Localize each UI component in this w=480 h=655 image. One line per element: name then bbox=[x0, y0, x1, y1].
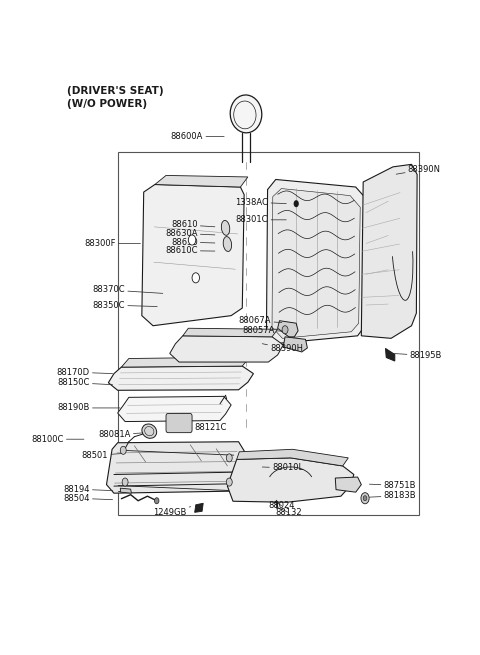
Ellipse shape bbox=[223, 236, 232, 252]
Text: 88190B: 88190B bbox=[58, 403, 120, 413]
Text: 88100C: 88100C bbox=[31, 435, 84, 443]
Text: 1338AC: 1338AC bbox=[236, 198, 286, 207]
Polygon shape bbox=[195, 503, 203, 512]
Polygon shape bbox=[266, 179, 367, 343]
Text: 88370C: 88370C bbox=[93, 286, 163, 295]
Text: 88501: 88501 bbox=[82, 451, 124, 460]
Ellipse shape bbox=[230, 95, 262, 133]
Text: 88300F: 88300F bbox=[84, 239, 141, 248]
Circle shape bbox=[361, 493, 369, 504]
Text: 88024: 88024 bbox=[268, 501, 295, 510]
Text: 88195B: 88195B bbox=[395, 351, 442, 360]
Circle shape bbox=[282, 326, 288, 334]
FancyBboxPatch shape bbox=[166, 413, 192, 433]
Text: 88067A: 88067A bbox=[239, 316, 282, 325]
Ellipse shape bbox=[142, 424, 156, 438]
Text: 88610C: 88610C bbox=[165, 246, 215, 255]
Text: 88504: 88504 bbox=[63, 494, 112, 503]
Text: 88600A: 88600A bbox=[171, 132, 224, 141]
Text: 88194: 88194 bbox=[63, 485, 112, 494]
Text: 88610: 88610 bbox=[171, 220, 215, 229]
Circle shape bbox=[192, 272, 200, 283]
Text: 88390H: 88390H bbox=[262, 344, 303, 354]
Text: 88301C: 88301C bbox=[236, 215, 286, 224]
Circle shape bbox=[188, 235, 196, 245]
Circle shape bbox=[294, 200, 299, 207]
Text: 88170D: 88170D bbox=[57, 367, 112, 377]
Circle shape bbox=[122, 478, 128, 486]
Text: 88390N: 88390N bbox=[396, 165, 441, 174]
Polygon shape bbox=[118, 396, 231, 422]
Polygon shape bbox=[335, 477, 361, 492]
Text: (DRIVER'S SEAT)
(W/O POWER): (DRIVER'S SEAT) (W/O POWER) bbox=[67, 86, 164, 109]
Text: 88081A: 88081A bbox=[98, 430, 146, 439]
Text: 88630A: 88630A bbox=[165, 229, 215, 238]
Circle shape bbox=[155, 498, 159, 504]
Polygon shape bbox=[237, 449, 348, 466]
Text: 1249GB: 1249GB bbox=[153, 507, 191, 517]
Polygon shape bbox=[121, 357, 250, 367]
Text: 88183B: 88183B bbox=[370, 491, 416, 500]
Ellipse shape bbox=[221, 221, 230, 235]
Polygon shape bbox=[142, 185, 244, 326]
Polygon shape bbox=[108, 366, 253, 390]
Polygon shape bbox=[107, 441, 244, 493]
Text: 88150C: 88150C bbox=[58, 378, 112, 387]
Circle shape bbox=[120, 446, 126, 455]
Polygon shape bbox=[385, 348, 395, 361]
Text: 88057A: 88057A bbox=[242, 326, 288, 335]
Text: 88350C: 88350C bbox=[93, 301, 157, 310]
Text: 88630: 88630 bbox=[171, 238, 215, 246]
Polygon shape bbox=[120, 488, 132, 493]
Circle shape bbox=[226, 478, 232, 486]
Text: 88132: 88132 bbox=[275, 507, 301, 517]
Polygon shape bbox=[170, 336, 283, 362]
Circle shape bbox=[226, 454, 232, 462]
Text: 88121C: 88121C bbox=[180, 423, 226, 432]
Polygon shape bbox=[228, 458, 354, 502]
Text: 88010L: 88010L bbox=[262, 464, 303, 472]
Polygon shape bbox=[272, 189, 360, 339]
Circle shape bbox=[363, 496, 367, 500]
Polygon shape bbox=[277, 321, 298, 337]
Polygon shape bbox=[155, 176, 248, 187]
Polygon shape bbox=[283, 337, 307, 352]
Polygon shape bbox=[274, 500, 279, 503]
Polygon shape bbox=[361, 164, 417, 339]
Polygon shape bbox=[183, 328, 277, 337]
Text: 88751B: 88751B bbox=[370, 481, 416, 490]
